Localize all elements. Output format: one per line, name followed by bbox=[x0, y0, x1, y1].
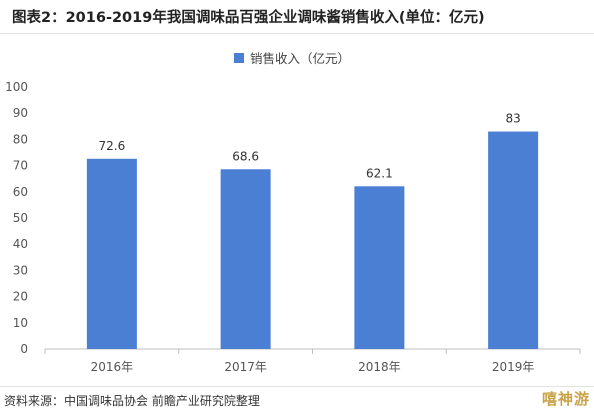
x-tick-label: 2019年 bbox=[492, 360, 535, 374]
y-tick-label: 90 bbox=[13, 106, 28, 120]
x-tick-label: 2017年 bbox=[224, 360, 267, 374]
y-tick-label: 50 bbox=[13, 211, 28, 225]
x-tick-label: 2018年 bbox=[358, 360, 401, 374]
bar bbox=[354, 186, 405, 349]
data-label: 72.6 bbox=[99, 139, 126, 153]
y-tick-label: 40 bbox=[13, 237, 28, 251]
source-note: 资料来源：中国调味品协会 前瞻产业研究院整理 bbox=[4, 394, 260, 408]
y-tick-label: 80 bbox=[13, 132, 28, 146]
chart-title: 图表2：2016-2019年我国调味品百强企业调味酱销售收入(单位：亿元) bbox=[12, 10, 485, 26]
title-divider bbox=[0, 33, 594, 34]
y-tick-label: 70 bbox=[13, 159, 28, 173]
bar bbox=[488, 131, 539, 349]
x-tick-label: 2016年 bbox=[91, 360, 134, 374]
data-label: 68.6 bbox=[232, 149, 259, 163]
y-tick-label: 30 bbox=[13, 263, 28, 277]
footer-divider bbox=[0, 386, 594, 387]
data-label: 83 bbox=[505, 112, 520, 126]
data-label: 62.1 bbox=[366, 166, 393, 180]
y-tick-label: 0 bbox=[20, 342, 28, 356]
y-tick-label: 10 bbox=[13, 316, 28, 330]
legend-swatch bbox=[234, 52, 244, 63]
y-tick-label: 60 bbox=[13, 185, 28, 199]
y-tick-label: 20 bbox=[13, 290, 28, 304]
y-tick-label: 100 bbox=[5, 80, 28, 94]
corner-watermark: 嘻神游 bbox=[541, 390, 590, 408]
legend-label: 销售收入（亿元） bbox=[250, 51, 351, 66]
legend: 销售收入（亿元） bbox=[234, 48, 350, 67]
bar bbox=[220, 169, 271, 349]
bar bbox=[86, 158, 137, 349]
